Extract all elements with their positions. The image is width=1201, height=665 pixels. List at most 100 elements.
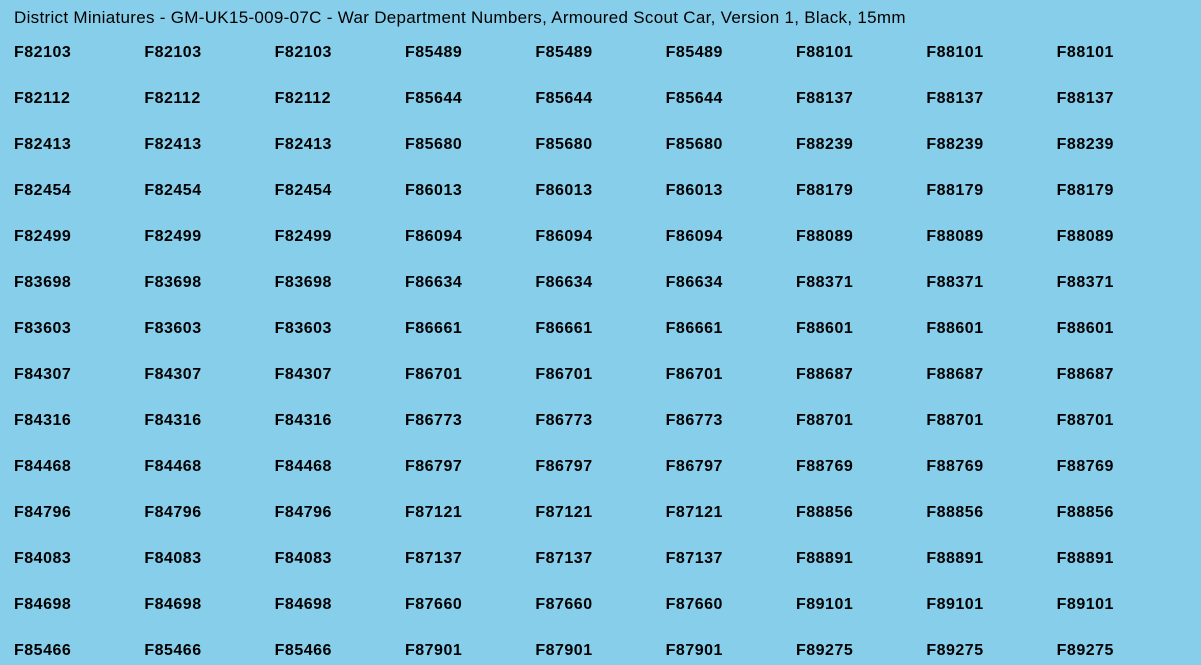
number-cell: F88371	[926, 274, 1056, 292]
number-cell: F82103	[275, 44, 405, 62]
number-cell: F87901	[666, 642, 796, 660]
number-cell: F88701	[1057, 412, 1187, 430]
number-cell: F85466	[144, 642, 274, 660]
number-cell: F86634	[666, 274, 796, 292]
number-cell: F86797	[535, 458, 665, 476]
number-cell: F89275	[796, 642, 926, 660]
number-cell: F88687	[926, 366, 1056, 384]
number-cell: F86094	[405, 228, 535, 246]
number-cell: F89275	[1057, 642, 1187, 660]
number-cell: F87901	[405, 642, 535, 660]
number-cell: F82499	[144, 228, 274, 246]
number-cell: F86634	[405, 274, 535, 292]
number-cell: F84316	[14, 412, 144, 430]
number-cell: F87660	[666, 596, 796, 614]
number-cell: F83698	[14, 274, 144, 292]
number-cell: F87137	[535, 550, 665, 568]
number-cell: F85680	[405, 136, 535, 154]
number-cell: F88239	[796, 136, 926, 154]
number-cell: F88137	[796, 90, 926, 108]
number-cell: F85644	[666, 90, 796, 108]
number-cell: F85644	[535, 90, 665, 108]
number-cell: F88601	[926, 320, 1056, 338]
number-cell: F88891	[926, 550, 1056, 568]
number-cell: F86701	[535, 366, 665, 384]
number-cell: F82112	[144, 90, 274, 108]
number-cell: F88856	[796, 504, 926, 522]
number-cell: F87660	[405, 596, 535, 614]
number-cell: F85489	[666, 44, 796, 62]
number-cell: F82112	[14, 90, 144, 108]
number-cell: F86013	[666, 182, 796, 200]
number-cell: F82413	[14, 136, 144, 154]
number-cell: F87121	[535, 504, 665, 522]
number-cell: F86701	[405, 366, 535, 384]
number-cell: F88137	[1057, 90, 1187, 108]
number-cell: F82454	[14, 182, 144, 200]
number-cell: F83603	[144, 320, 274, 338]
number-cell: F88101	[926, 44, 1056, 62]
number-cell: F88769	[926, 458, 1056, 476]
number-cell: F85644	[405, 90, 535, 108]
number-cell: F84796	[144, 504, 274, 522]
number-cell: F88089	[1057, 228, 1187, 246]
number-cell: F84698	[144, 596, 274, 614]
number-cell: F87121	[666, 504, 796, 522]
number-cell: F88769	[1057, 458, 1187, 476]
number-cell: F84468	[144, 458, 274, 476]
number-cell: F84307	[144, 366, 274, 384]
number-cell: F86797	[666, 458, 796, 476]
number-cell: F88701	[796, 412, 926, 430]
number-cell: F82103	[144, 44, 274, 62]
number-cell: F88891	[1057, 550, 1187, 568]
number-cell: F85466	[14, 642, 144, 660]
number-cell: F87901	[535, 642, 665, 660]
number-cell: F86797	[405, 458, 535, 476]
number-grid: F82103F82103F82103F85489F85489F85489F881…	[14, 44, 1187, 660]
number-cell: F82499	[14, 228, 144, 246]
number-cell: F88089	[926, 228, 1056, 246]
number-cell: F84083	[14, 550, 144, 568]
number-cell: F89101	[1057, 596, 1187, 614]
number-cell: F86701	[666, 366, 796, 384]
number-cell: F88687	[1057, 366, 1187, 384]
number-cell: F85680	[666, 136, 796, 154]
number-cell: F83698	[144, 274, 274, 292]
number-cell: F88089	[796, 228, 926, 246]
number-cell: F88239	[926, 136, 1056, 154]
number-cell: F82499	[275, 228, 405, 246]
number-cell: F86773	[405, 412, 535, 430]
number-cell: F86661	[535, 320, 665, 338]
number-cell: F85466	[275, 642, 405, 660]
number-cell: F83603	[275, 320, 405, 338]
number-cell: F88601	[1057, 320, 1187, 338]
number-cell: F88701	[926, 412, 1056, 430]
number-cell: F88239	[1057, 136, 1187, 154]
number-cell: F84468	[275, 458, 405, 476]
number-cell: F84083	[144, 550, 274, 568]
number-cell: F86773	[666, 412, 796, 430]
number-cell: F88179	[1057, 182, 1187, 200]
number-cell: F82112	[275, 90, 405, 108]
number-cell: F88371	[1057, 274, 1187, 292]
number-cell: F88101	[1057, 44, 1187, 62]
sheet-title: District Miniatures - GM-UK15-009-07C - …	[14, 8, 1187, 28]
number-cell: F88179	[796, 182, 926, 200]
number-cell: F84316	[144, 412, 274, 430]
number-cell: F86634	[535, 274, 665, 292]
number-cell: F89101	[926, 596, 1056, 614]
number-cell: F82413	[275, 136, 405, 154]
number-cell: F86094	[666, 228, 796, 246]
number-cell: F87660	[535, 596, 665, 614]
number-cell: F82413	[144, 136, 274, 154]
number-cell: F86661	[666, 320, 796, 338]
number-cell: F84796	[275, 504, 405, 522]
number-cell: F88137	[926, 90, 1056, 108]
number-cell: F84698	[14, 596, 144, 614]
number-cell: F89101	[796, 596, 926, 614]
number-cell: F86773	[535, 412, 665, 430]
number-cell: F82103	[14, 44, 144, 62]
number-cell: F83603	[14, 320, 144, 338]
number-cell: F87121	[405, 504, 535, 522]
number-cell: F86013	[405, 182, 535, 200]
